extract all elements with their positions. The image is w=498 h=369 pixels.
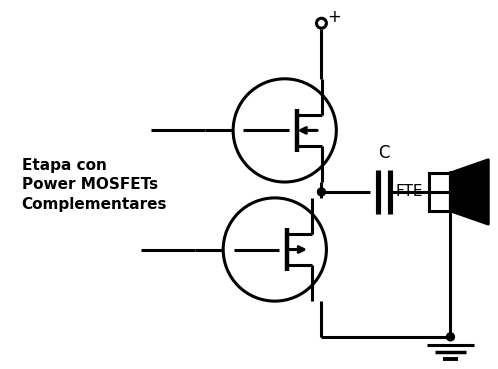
Circle shape [447,333,455,341]
Text: +: + [327,8,341,26]
Text: C: C [378,144,390,162]
Text: FTE: FTE [395,184,423,199]
Circle shape [318,188,325,196]
Polygon shape [451,160,488,224]
Bar [429,173,451,211]
Text: Etapa con
Power MOSFETs
Complementares: Etapa con Power MOSFETs Complementares [22,158,167,212]
